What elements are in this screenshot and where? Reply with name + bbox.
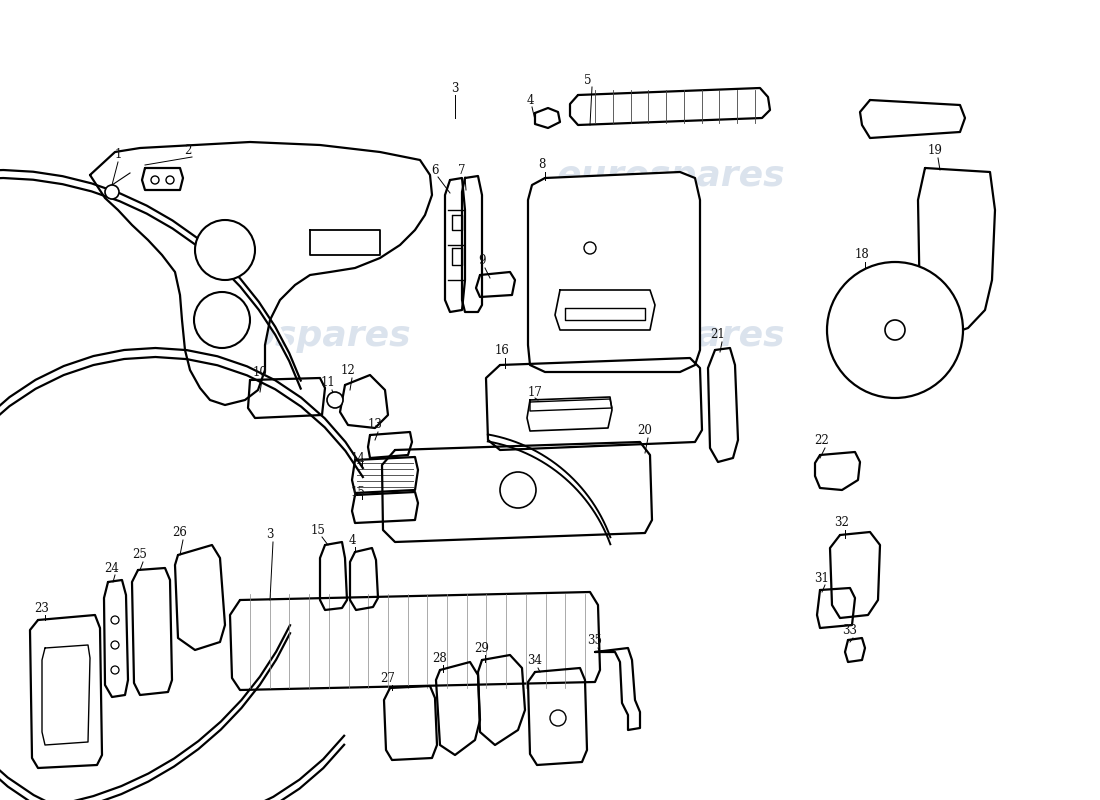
Text: 20: 20 [638, 423, 652, 437]
Circle shape [500, 472, 536, 508]
Polygon shape [446, 178, 465, 312]
Polygon shape [340, 375, 388, 428]
Text: 22: 22 [815, 434, 829, 446]
Polygon shape [462, 176, 482, 312]
Text: 10: 10 [253, 366, 267, 378]
Polygon shape [0, 348, 363, 800]
Text: 3: 3 [266, 529, 274, 542]
Polygon shape [845, 638, 865, 662]
Polygon shape [368, 432, 412, 458]
Text: 15: 15 [351, 486, 365, 498]
Text: 11: 11 [320, 375, 336, 389]
Text: 2: 2 [185, 143, 191, 157]
Text: eurospares: eurospares [557, 159, 785, 193]
Circle shape [104, 185, 119, 199]
Text: 19: 19 [927, 143, 943, 157]
Text: 8: 8 [538, 158, 546, 171]
Polygon shape [248, 378, 324, 418]
Circle shape [111, 666, 119, 674]
Polygon shape [352, 492, 418, 523]
Text: 27: 27 [381, 671, 395, 685]
Circle shape [151, 176, 160, 184]
Polygon shape [478, 655, 525, 745]
Text: 18: 18 [855, 249, 869, 262]
Circle shape [886, 320, 905, 340]
Polygon shape [528, 668, 587, 765]
Circle shape [584, 242, 596, 254]
Polygon shape [230, 592, 600, 690]
Text: eurospares: eurospares [183, 319, 411, 353]
Polygon shape [815, 452, 860, 490]
Polygon shape [352, 457, 418, 493]
Polygon shape [570, 88, 770, 125]
Text: 34: 34 [528, 654, 542, 666]
Text: 12: 12 [341, 363, 355, 377]
Circle shape [195, 220, 255, 280]
Polygon shape [320, 542, 346, 610]
Polygon shape [382, 442, 652, 542]
Circle shape [194, 292, 250, 348]
Text: 13: 13 [367, 418, 383, 431]
Circle shape [550, 710, 566, 726]
Polygon shape [452, 248, 462, 265]
Polygon shape [565, 308, 645, 320]
Polygon shape [142, 168, 183, 190]
Polygon shape [556, 290, 654, 330]
Polygon shape [708, 348, 738, 462]
Circle shape [827, 262, 962, 398]
Text: 35: 35 [587, 634, 603, 646]
Polygon shape [42, 645, 90, 745]
Circle shape [111, 641, 119, 649]
Polygon shape [384, 686, 437, 760]
Text: 7: 7 [459, 163, 465, 177]
Polygon shape [918, 168, 996, 335]
Circle shape [327, 392, 343, 408]
Polygon shape [104, 580, 128, 697]
Circle shape [111, 616, 119, 624]
Polygon shape [0, 162, 300, 800]
Text: 3: 3 [451, 82, 459, 94]
Polygon shape [175, 545, 226, 650]
Polygon shape [830, 532, 880, 618]
Text: 17: 17 [528, 386, 542, 398]
Text: 33: 33 [843, 623, 858, 637]
Text: 31: 31 [815, 571, 829, 585]
Polygon shape [528, 172, 700, 372]
Polygon shape [310, 230, 380, 255]
Polygon shape [535, 108, 560, 128]
Text: eurospares: eurospares [183, 159, 411, 193]
Text: 29: 29 [474, 642, 490, 654]
Text: 23: 23 [34, 602, 50, 614]
Polygon shape [527, 397, 612, 431]
Polygon shape [860, 100, 965, 138]
Text: 16: 16 [495, 343, 509, 357]
Polygon shape [30, 615, 102, 768]
Polygon shape [476, 272, 515, 297]
Text: 14: 14 [351, 451, 365, 465]
Polygon shape [530, 399, 612, 411]
Text: 1: 1 [114, 149, 122, 162]
Text: 26: 26 [173, 526, 187, 538]
Polygon shape [452, 215, 462, 230]
Text: 6: 6 [431, 163, 439, 177]
Text: 28: 28 [432, 651, 448, 665]
Polygon shape [436, 662, 480, 755]
Text: 25: 25 [133, 549, 147, 562]
Text: 9: 9 [478, 254, 486, 266]
Text: 21: 21 [711, 329, 725, 342]
Text: 5: 5 [584, 74, 592, 86]
Text: 4: 4 [526, 94, 534, 106]
Text: 15: 15 [310, 523, 326, 537]
Circle shape [166, 176, 174, 184]
Polygon shape [350, 548, 378, 610]
Polygon shape [90, 142, 432, 405]
Text: 32: 32 [835, 515, 849, 529]
Text: 24: 24 [104, 562, 120, 574]
Polygon shape [817, 588, 855, 628]
Polygon shape [486, 358, 702, 450]
Polygon shape [132, 568, 172, 695]
Polygon shape [595, 648, 640, 730]
Text: 4: 4 [349, 534, 355, 546]
Text: eurospares: eurospares [557, 319, 785, 353]
